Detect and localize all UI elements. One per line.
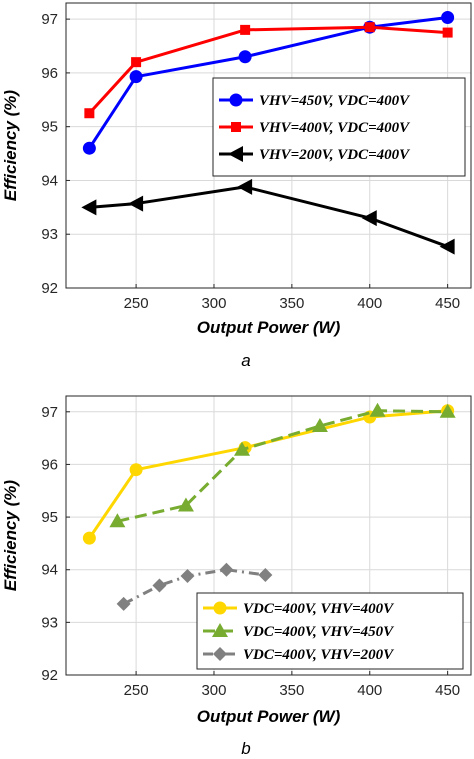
x-axis-label: Output Power (W) <box>197 707 341 726</box>
series-line <box>89 185 449 249</box>
y-tick-label: 97 <box>41 11 58 28</box>
panel-label: b <box>241 739 250 758</box>
legend-swatch-marker <box>213 601 227 615</box>
panel-label: a <box>241 351 250 370</box>
y-tick-label: 95 <box>41 509 58 526</box>
data-point <box>441 11 455 25</box>
data-point <box>131 57 142 68</box>
data-point <box>128 195 144 212</box>
data-point <box>177 497 194 512</box>
data-point <box>129 463 143 477</box>
data-point <box>116 596 131 611</box>
data-point <box>258 567 273 582</box>
data-point <box>234 441 251 456</box>
y-tick-label: 94 <box>41 172 58 189</box>
x-tick-label: 250 <box>124 295 149 312</box>
legend-box <box>196 592 464 670</box>
data-point <box>237 178 253 195</box>
series-line <box>117 409 448 523</box>
legend-label: VDC=400V, VHV=450V <box>243 624 395 640</box>
plot-frame <box>65 2 472 289</box>
panel-b: 250 300 350 400 450 92 93 94 95 96 97 Output Power … <box>1 395 472 758</box>
data-point <box>81 199 97 216</box>
y-tick-label: 96 <box>41 456 58 473</box>
legend: VDC=400V, VHV=400V VDC=400V, VHV=450V VDC=… <box>196 592 464 670</box>
series-1 <box>82 404 455 545</box>
data-point <box>219 562 234 577</box>
y-tick-label: 95 <box>41 119 58 136</box>
x-tick-label: 450 <box>435 295 460 312</box>
x-tick-label: 450 <box>435 682 460 699</box>
legend-swatch-marker <box>213 647 227 661</box>
legend-swatch-marker <box>231 122 241 132</box>
y-tick-label: 92 <box>41 280 58 297</box>
data-point <box>238 50 252 64</box>
x-axis-label: Output Power (W) <box>197 318 341 337</box>
x-tick-label: 300 <box>201 682 226 699</box>
y-tick-label: 96 <box>41 65 58 82</box>
y-tick-label: 93 <box>41 226 58 243</box>
series-3 <box>81 178 455 255</box>
data-point <box>84 108 95 119</box>
data-point <box>364 22 375 33</box>
series-3 <box>116 562 273 611</box>
data-point <box>129 70 143 84</box>
x-tick-label: 250 <box>124 682 149 699</box>
y-tick-label: 92 <box>41 667 58 684</box>
y-axis-label: Efficiency (%) <box>1 480 20 592</box>
series-2 <box>84 22 453 119</box>
series-line <box>88 409 448 539</box>
legend-label: VHV=400V, VDC=400V <box>259 120 411 136</box>
data-point <box>442 27 453 38</box>
panel-a: 250 300 350 400 450 92 93 94 95 96 97 Output Power … <box>1 2 472 370</box>
x-tick-label: 350 <box>279 682 304 699</box>
x-tick-label: 350 <box>279 295 304 312</box>
legend-label: VDC=400V, VHV=400V <box>243 601 395 617</box>
y-axis-label: Efficiency (%) <box>1 90 20 202</box>
data-point <box>152 578 167 593</box>
y-tick-label: 94 <box>41 562 58 579</box>
data-point <box>82 531 96 545</box>
legend-label: VHV=200V, VDC=400V <box>259 147 411 163</box>
x-tick-label: 400 <box>357 295 382 312</box>
legend-box <box>212 77 466 177</box>
data-point <box>109 513 126 528</box>
y-tick-label: 93 <box>41 614 58 631</box>
x-tick-label: 400 <box>357 682 382 699</box>
legend-label: VHV=450V, VDC=400V <box>259 93 411 109</box>
plot-frame <box>65 395 472 676</box>
data-point <box>439 238 455 255</box>
data-point <box>311 418 328 433</box>
legend: VHV=450V, VDC=400V VHV=400V, VDC=400V VHV=… <box>212 77 466 177</box>
data-point <box>240 24 251 35</box>
legend-swatch-marker <box>229 93 243 107</box>
legend-label: VDC=400V, VHV=200V <box>243 647 395 663</box>
data-point <box>439 403 456 418</box>
legend-swatch-marker <box>212 623 228 637</box>
data-point <box>180 569 195 584</box>
legend-swatch-marker <box>228 146 243 162</box>
data-point <box>369 402 386 417</box>
data-point <box>82 141 96 155</box>
y-tick-label: 97 <box>41 404 58 421</box>
series-2 <box>109 402 456 528</box>
data-point <box>361 210 377 227</box>
x-tick-label: 300 <box>201 295 226 312</box>
